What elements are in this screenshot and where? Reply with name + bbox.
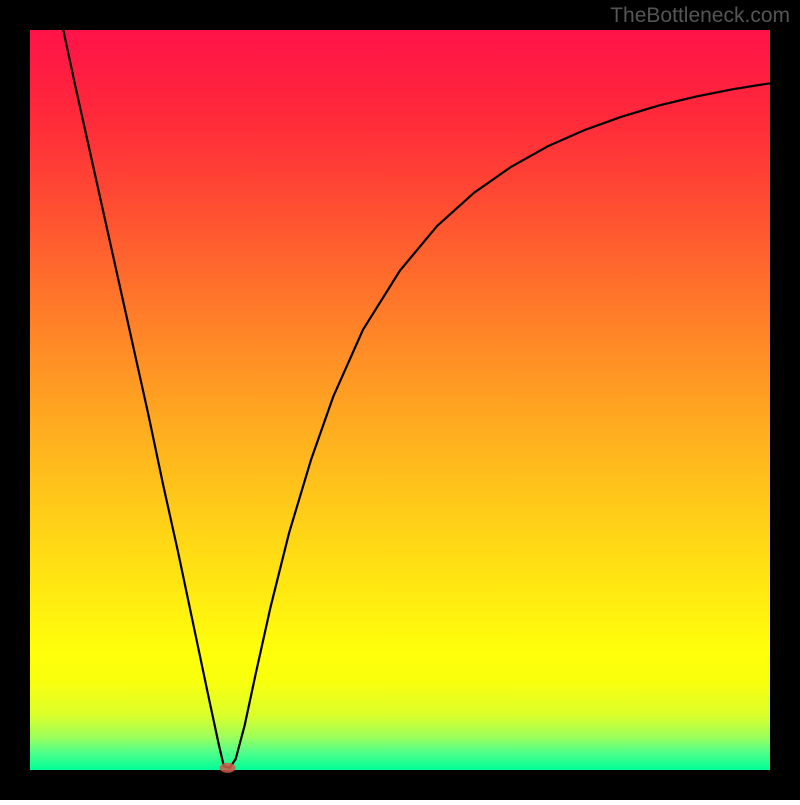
bottleneck-chart-svg — [0, 0, 800, 800]
watermark-text: TheBottleneck.com — [610, 4, 790, 28]
chart-container — [0, 0, 800, 800]
chart-background — [30, 30, 770, 770]
min-point-marker — [220, 763, 236, 773]
